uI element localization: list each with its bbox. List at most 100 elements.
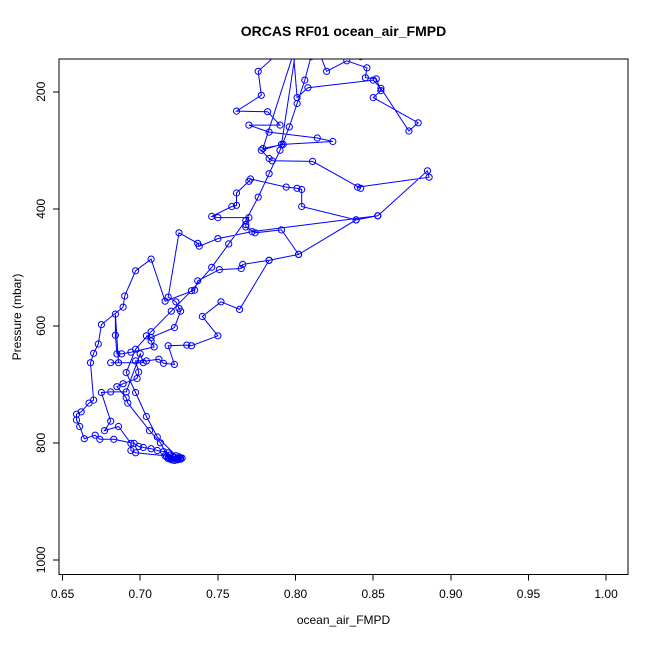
data-point <box>177 307 185 315</box>
data-point <box>91 431 99 439</box>
data-point <box>142 412 150 421</box>
data-point <box>147 337 155 345</box>
data-point <box>110 435 118 443</box>
data-point <box>232 189 241 197</box>
data-point <box>377 84 385 92</box>
data-point <box>172 455 180 463</box>
y-tick-label: 600 <box>34 315 48 335</box>
data-point <box>217 298 225 306</box>
data-point <box>298 185 306 194</box>
data-point <box>236 305 244 313</box>
data-point <box>242 216 250 225</box>
data-point <box>132 357 140 365</box>
data-point <box>361 37 367 43</box>
data-point <box>245 121 253 129</box>
data-point <box>298 202 306 211</box>
data-point <box>304 84 312 92</box>
data-point <box>164 293 172 301</box>
data-point <box>405 127 413 135</box>
data-point <box>133 374 141 383</box>
x-tick-label: 0.90 <box>439 587 463 601</box>
data-point <box>96 435 104 443</box>
data-point <box>136 350 144 358</box>
data-point <box>377 87 385 95</box>
y-tick-label: 200 <box>34 81 48 101</box>
data-point <box>118 350 126 358</box>
data-point <box>276 146 284 154</box>
y-tick-label: 1000 <box>34 546 48 573</box>
data-point <box>232 201 241 209</box>
data-point <box>159 359 168 367</box>
x-tick-label: 0.85 <box>361 587 385 601</box>
y-tick-label: 800 <box>34 433 48 453</box>
data-point <box>164 342 172 350</box>
data-point <box>132 267 140 275</box>
data-point <box>214 235 222 243</box>
x-tick-label: 1.00 <box>594 587 618 601</box>
data-point <box>187 287 196 295</box>
x-axis-label: ocean_air_FMPD <box>296 613 391 627</box>
data-point <box>150 343 158 351</box>
data-point <box>329 137 337 146</box>
data-point <box>245 177 253 185</box>
data-point <box>357 184 365 192</box>
data-point <box>191 286 199 294</box>
data-point <box>257 146 265 154</box>
data-point <box>239 260 247 268</box>
data-point <box>265 170 273 178</box>
data-point <box>294 39 300 45</box>
data-point <box>369 94 377 102</box>
data-point <box>259 144 267 153</box>
data-point <box>374 212 382 220</box>
x-tick-label: 0.75 <box>206 587 230 601</box>
data-point <box>113 383 121 391</box>
data-point <box>97 388 106 397</box>
data-point <box>242 221 250 229</box>
data-point <box>132 345 140 353</box>
data-point <box>187 342 196 350</box>
data-point <box>208 263 216 271</box>
data-points <box>72 36 433 464</box>
data-point <box>313 134 321 142</box>
data-point <box>225 240 233 248</box>
data-point <box>107 388 115 396</box>
data-point <box>301 76 309 84</box>
data-point <box>354 183 362 191</box>
data-point <box>111 310 120 318</box>
x-tick-label: 0.95 <box>517 587 541 601</box>
data-point <box>114 422 123 431</box>
data-point <box>214 214 222 222</box>
data-point <box>72 416 81 424</box>
data-point <box>114 359 123 367</box>
data-point <box>80 435 88 443</box>
x-tick-label: 0.70 <box>129 587 153 601</box>
data-point <box>183 341 191 349</box>
data-point <box>175 455 183 463</box>
data-point <box>295 250 303 258</box>
data-point <box>361 74 369 82</box>
data-point <box>323 67 331 75</box>
data-point <box>293 99 301 108</box>
data-point <box>214 332 222 340</box>
data-point <box>352 216 360 224</box>
data-point <box>86 359 95 367</box>
data-point <box>265 256 273 264</box>
data-point <box>363 64 371 72</box>
data-point <box>155 355 163 363</box>
data-point <box>309 157 317 165</box>
data-point <box>121 292 129 300</box>
data-point <box>343 59 351 65</box>
data-point <box>268 157 276 165</box>
data-point <box>285 123 293 131</box>
data-point <box>135 442 143 450</box>
data-point <box>313 36 319 42</box>
data-point <box>127 439 135 447</box>
data-point <box>170 324 178 332</box>
data-point <box>119 303 127 311</box>
data-point <box>161 452 169 460</box>
data-point <box>113 350 121 358</box>
data-point <box>139 359 147 367</box>
data-point <box>132 449 140 457</box>
data-point <box>369 76 377 84</box>
